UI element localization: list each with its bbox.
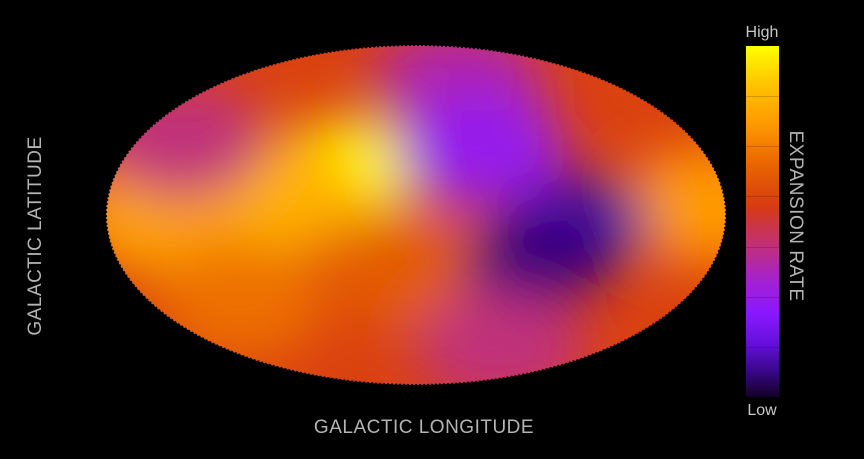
y-axis-label: GALACTIC LATITUDE <box>25 136 46 336</box>
colorbar-tick <box>746 296 779 298</box>
field-region-11 <box>463 214 604 311</box>
colorbar-tick <box>746 246 779 248</box>
field-region-7 <box>106 81 267 198</box>
map-outline <box>105 44 727 386</box>
map-area <box>106 45 726 385</box>
colorbar-title: EXPANSION RATE <box>785 130 806 302</box>
colorbar-low-label: Low <box>747 402 777 419</box>
colorbar-tick <box>746 346 779 348</box>
x-axis-label: GALACTIC LONGITUDE <box>313 417 535 438</box>
colorbar-tick <box>746 96 779 98</box>
colorbar-high-label: High <box>745 24 779 41</box>
colorbar-tick <box>746 146 779 148</box>
field-region-9 <box>396 90 567 207</box>
field-region-4 <box>156 242 326 358</box>
colorbar <box>746 46 779 397</box>
field-region-12 <box>415 289 586 385</box>
colorbar-tick <box>746 196 779 198</box>
expansion-rate-field <box>106 45 726 385</box>
field-region-5 <box>623 147 726 264</box>
